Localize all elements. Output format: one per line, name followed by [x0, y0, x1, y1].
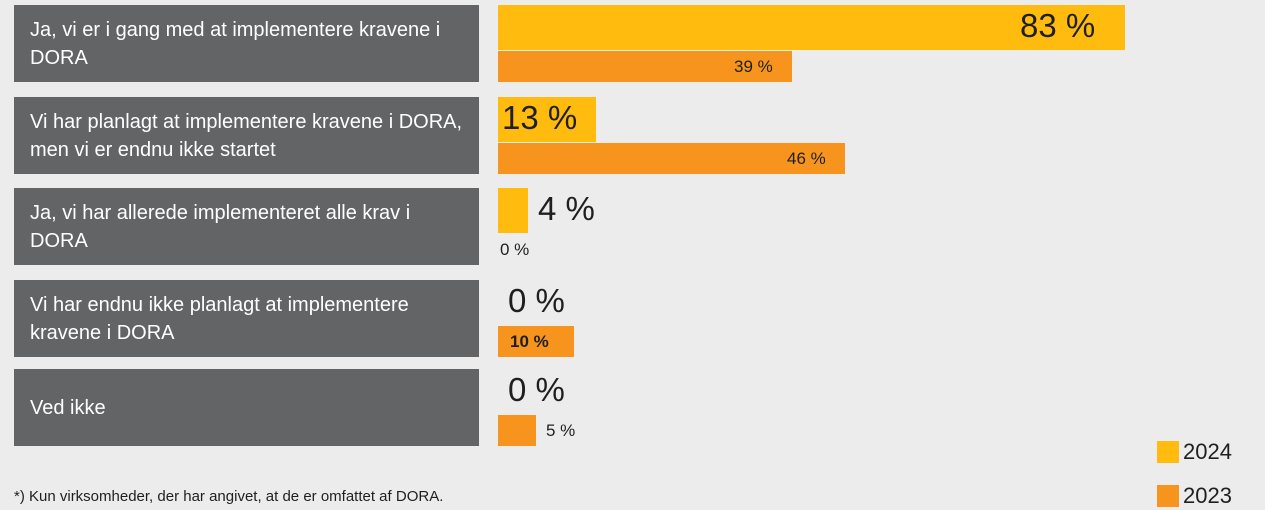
- bar-2024: [498, 188, 528, 233]
- category-label: Vi har endnu ikke planlagt at implemente…: [14, 280, 479, 357]
- legend-swatch-2023: [1157, 485, 1179, 507]
- data-label-2024: 83 %: [1020, 7, 1096, 44]
- data-label-2024: 0 %: [508, 282, 565, 319]
- data-label-2023: 0 %: [500, 240, 530, 259]
- legend-label-2024: 2024: [1183, 439, 1232, 464]
- category-label: Ved ikke: [14, 369, 479, 446]
- bar-2023: [498, 415, 536, 446]
- bar-2024: [498, 97, 596, 142]
- data-label-2024: 0 %: [508, 371, 565, 408]
- category-label: Ja, vi er i gang med at implementere kra…: [14, 5, 479, 82]
- data-label-2023: 5 %: [546, 421, 576, 440]
- category-label: Ja, vi har allerede implementeret alle k…: [14, 188, 479, 265]
- data-label-2024: 13 %: [502, 99, 578, 136]
- data-label-2024: 4 %: [538, 190, 595, 227]
- footnote: *) Kun virksomheder, der har angivet, at…: [14, 488, 444, 505]
- legend-swatch-2024: [1157, 441, 1179, 463]
- legend-label-2023: 2023: [1183, 483, 1232, 508]
- bar-2023: [498, 143, 845, 174]
- data-label-2023: 39 %: [734, 57, 773, 76]
- data-label-2023: 46 %: [787, 149, 826, 168]
- bar-2023: [498, 51, 792, 82]
- data-label-2023: 10 %: [510, 332, 549, 351]
- bar-2023: [498, 326, 574, 357]
- bar-2024: [498, 5, 1125, 50]
- category-label: Vi har planlagt at implementere kravene …: [14, 97, 479, 174]
